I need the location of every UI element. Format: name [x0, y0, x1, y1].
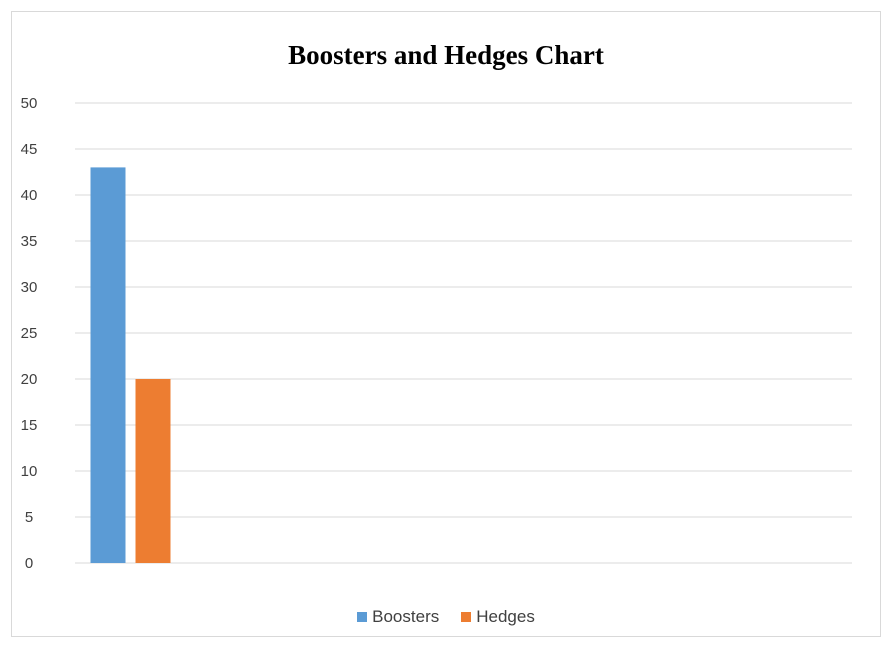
y-tick-label: 45 [21, 141, 38, 158]
legend-item-boosters: Boosters [357, 607, 439, 627]
y-tick-label: 20 [21, 371, 38, 388]
y-tick-label: 40 [21, 187, 38, 204]
y-tick-label: 15 [21, 417, 38, 434]
legend-item-hedges: Hedges [461, 607, 535, 627]
y-tick-label: 50 [21, 95, 38, 112]
y-tick-label: 35 [21, 233, 38, 250]
y-tick-label: 30 [21, 279, 38, 296]
y-tick-label: 0 [25, 555, 33, 572]
legend-label: Hedges [476, 607, 535, 626]
chart-title: Boosters and Hedges Chart [288, 40, 604, 70]
legend-label: Boosters [372, 607, 440, 626]
bar-hedges [135, 379, 171, 563]
bar-boosters [90, 167, 126, 563]
legend-swatch [357, 612, 368, 622]
y-tick-label: 5 [25, 509, 33, 526]
legend-swatch [461, 612, 472, 622]
y-tick-label: 10 [21, 463, 38, 480]
chart-legend: Boosters Hedges [0, 607, 892, 627]
y-tick-label: 25 [21, 325, 38, 342]
